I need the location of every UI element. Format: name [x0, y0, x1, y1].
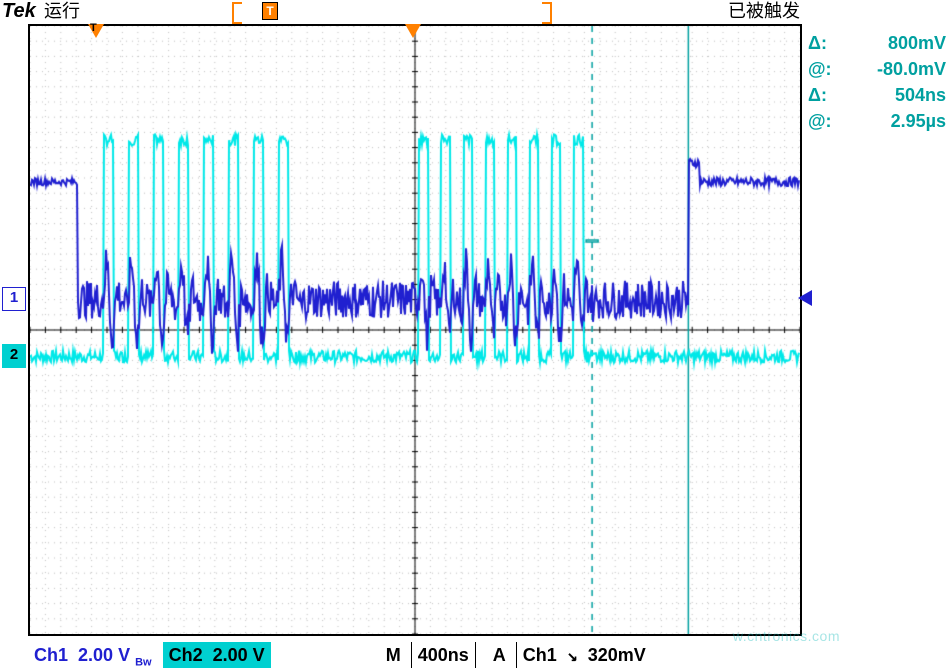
trigger-t-marker-icon: T — [262, 2, 278, 20]
at-t-row: @:2.95µs — [808, 108, 946, 134]
ch1-readout: Ch1 2.00 V Bw — [28, 642, 158, 670]
trigger-readout: A Ch1 ↘ 320mV — [493, 642, 646, 669]
trigger-position-indicator: T — [232, 0, 552, 22]
ch2-readout: Ch2 2.00 V — [163, 642, 271, 668]
trigger-slope-icon: ↘ — [567, 643, 578, 669]
top-status-bar: Tek 运行 T 已被触发 — [0, 0, 950, 22]
bracket-right-icon — [542, 2, 552, 24]
trigger-level-arrow-icon — [798, 290, 812, 306]
waveform-canvas — [30, 26, 800, 634]
ch1-ground-marker: 1 — [2, 287, 26, 311]
ch1-name: Ch1 — [34, 642, 68, 668]
trigger-source: Ch1 — [516, 642, 557, 668]
ch1-bw-icon: Bw — [135, 657, 152, 669]
timebase-readout: M 400ns — [386, 642, 476, 668]
ch1-scale: 2.00 V — [78, 642, 130, 668]
trigger-time-marker-icon — [405, 24, 421, 38]
bottom-readout-bar: Ch1 2.00 V Bw Ch2 2.00 V M 400ns A Ch1 ↘… — [28, 642, 798, 668]
waveform-display — [28, 24, 802, 636]
record-t-marker-icon: T — [88, 24, 104, 38]
brand-logo: Tek — [2, 0, 42, 22]
trigger-status: 已被触发 — [728, 0, 800, 22]
trigger-mode-label: A — [493, 642, 506, 668]
timebase-value: 400ns — [411, 642, 476, 668]
ch2-scale: 2.00 V — [213, 642, 265, 668]
cursor-readouts: Δ:800mV @:-80.0mV Δ:504ns @:2.95µs — [808, 30, 946, 134]
delta-v-row: Δ:800mV — [808, 30, 946, 56]
trigger-level-value: 320mV — [588, 642, 646, 668]
at-v-row: @:-80.0mV — [808, 56, 946, 82]
ch2-name: Ch2 — [169, 642, 203, 668]
ch2-ground-marker: 2 — [2, 344, 26, 368]
oscilloscope-screenshot: Tek 运行 T 已被触发 Δ:800mV @:-80.0mV Δ:504ns … — [0, 0, 950, 670]
delta-t-row: Δ:504ns — [808, 82, 946, 108]
acquisition-state: 运行 — [44, 0, 80, 22]
bracket-left-icon — [232, 2, 242, 24]
timebase-label: M — [386, 642, 401, 668]
